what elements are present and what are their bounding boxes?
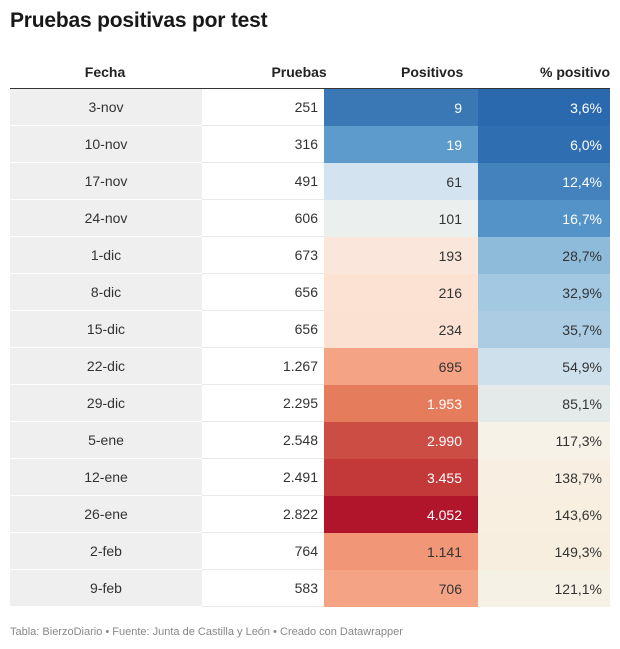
cell-fecha: 15-dic xyxy=(10,311,202,348)
cell-pruebas: 673 xyxy=(202,237,324,274)
cell-positivos: 101 xyxy=(324,200,478,237)
cell-positivos: 216 xyxy=(324,274,478,311)
cell-pruebas: 656 xyxy=(202,311,324,348)
cell-pct-positivo: 16,7% xyxy=(478,200,610,237)
cell-pruebas: 764 xyxy=(202,533,324,570)
column-header-positivos[interactable]: Positivos xyxy=(401,63,464,80)
cell-pct-positivo: 32,9% xyxy=(478,274,610,311)
cell-pruebas: 491 xyxy=(202,163,324,200)
cell-positivos: 695 xyxy=(324,348,478,385)
cell-fecha: 9-feb xyxy=(10,570,202,607)
cell-fecha: 10-nov xyxy=(10,126,202,163)
table-row: 8-dic 656 216 32,9% xyxy=(10,274,610,311)
cell-fecha: 3-nov xyxy=(10,89,202,126)
cell-pruebas: 316 xyxy=(202,126,324,163)
cell-pruebas: 1.267 xyxy=(202,348,324,385)
cell-positivos: 4.052 xyxy=(324,496,478,533)
cell-pct-positivo: 3,6% xyxy=(478,89,610,126)
cell-positivos: 19 xyxy=(324,126,478,163)
table-header: Fecha Pruebas Positivos % positivo xyxy=(10,55,610,89)
column-header-pct-positivo[interactable]: % positivo xyxy=(539,63,610,80)
cell-pct-positivo: 149,3% xyxy=(478,533,610,570)
cell-pct-positivo: 117,3% xyxy=(478,422,610,459)
cell-pct-positivo: 121,1% xyxy=(478,570,610,607)
table-row: 10-nov 316 19 6,0% xyxy=(10,126,610,163)
cell-positivos: 3.455 xyxy=(324,459,478,496)
cell-positivos: 61 xyxy=(324,163,478,200)
cell-pruebas: 656 xyxy=(202,274,324,311)
cell-fecha: 29-dic xyxy=(10,385,202,422)
cell-fecha: 2-feb xyxy=(10,533,202,570)
table-row: 26-ene 2.822 4.052 143,6% xyxy=(10,496,610,533)
table-row: 1-dic 673 193 28,7% xyxy=(10,237,610,274)
table-row: 5-ene 2.548 2.990 117,3% xyxy=(10,422,610,459)
cell-pruebas: 2.822 xyxy=(202,496,324,533)
cell-pruebas: 2.295 xyxy=(202,385,324,422)
table-row: 24-nov 606 101 16,7% xyxy=(10,200,610,237)
cell-fecha: 5-ene xyxy=(10,422,202,459)
cell-fecha: 12-ene xyxy=(10,459,202,496)
column-header-pruebas[interactable]: Pruebas xyxy=(271,63,327,80)
table-body: 3-nov 251 9 3,6% 10-nov 316 19 6,0% 17-nov 491 61 1… xyxy=(10,89,610,607)
cell-fecha: 1-dic xyxy=(10,237,202,274)
table-row: 17-nov 491 61 12,4% xyxy=(10,163,610,200)
data-table: Fecha Pruebas Positivos % positivo 3-nov… xyxy=(10,55,610,607)
chart-title: Pruebas positivas por test xyxy=(10,9,268,32)
source-footer: Tabla: BierzoDiario • Fuente: Junta de C… xyxy=(10,626,403,638)
cell-pct-positivo: 138,7% xyxy=(478,459,610,496)
cell-pct-positivo: 12,4% xyxy=(478,163,610,200)
cell-positivos: 706 xyxy=(324,570,478,607)
column-header-fecha[interactable]: Fecha xyxy=(84,63,126,80)
table-row: 15-dic 656 234 35,7% xyxy=(10,311,610,348)
cell-pruebas: 606 xyxy=(202,200,324,237)
table-row: 29-dic 2.295 1.953 85,1% xyxy=(10,385,610,422)
table-row: 9-feb 583 706 121,1% xyxy=(10,570,610,607)
table-row: 3-nov 251 9 3,6% xyxy=(10,89,610,126)
cell-pct-positivo: 85,1% xyxy=(478,385,610,422)
cell-positivos: 9 xyxy=(324,89,478,126)
cell-pruebas: 2.491 xyxy=(202,459,324,496)
cell-positivos: 193 xyxy=(324,237,478,274)
cell-pruebas: 2.548 xyxy=(202,422,324,459)
cell-fecha: 22-dic xyxy=(10,348,202,385)
cell-fecha: 24-nov xyxy=(10,200,202,237)
cell-pct-positivo: 54,9% xyxy=(478,348,610,385)
cell-positivos: 1.141 xyxy=(324,533,478,570)
cell-pct-positivo: 6,0% xyxy=(478,126,610,163)
table-row: 2-feb 764 1.141 149,3% xyxy=(10,533,610,570)
cell-pruebas: 583 xyxy=(202,570,324,607)
cell-pct-positivo: 35,7% xyxy=(478,311,610,348)
cell-pct-positivo: 143,6% xyxy=(478,496,610,533)
cell-pruebas: 251 xyxy=(202,89,324,126)
cell-fecha: 17-nov xyxy=(10,163,202,200)
cell-fecha: 8-dic xyxy=(10,274,202,311)
table-row: 22-dic 1.267 695 54,9% xyxy=(10,348,610,385)
cell-positivos: 1.953 xyxy=(324,385,478,422)
cell-fecha: 26-ene xyxy=(10,496,202,533)
cell-positivos: 234 xyxy=(324,311,478,348)
cell-pct-positivo: 28,7% xyxy=(478,237,610,274)
cell-positivos: 2.990 xyxy=(324,422,478,459)
table-row: 12-ene 2.491 3.455 138,7% xyxy=(10,459,610,496)
